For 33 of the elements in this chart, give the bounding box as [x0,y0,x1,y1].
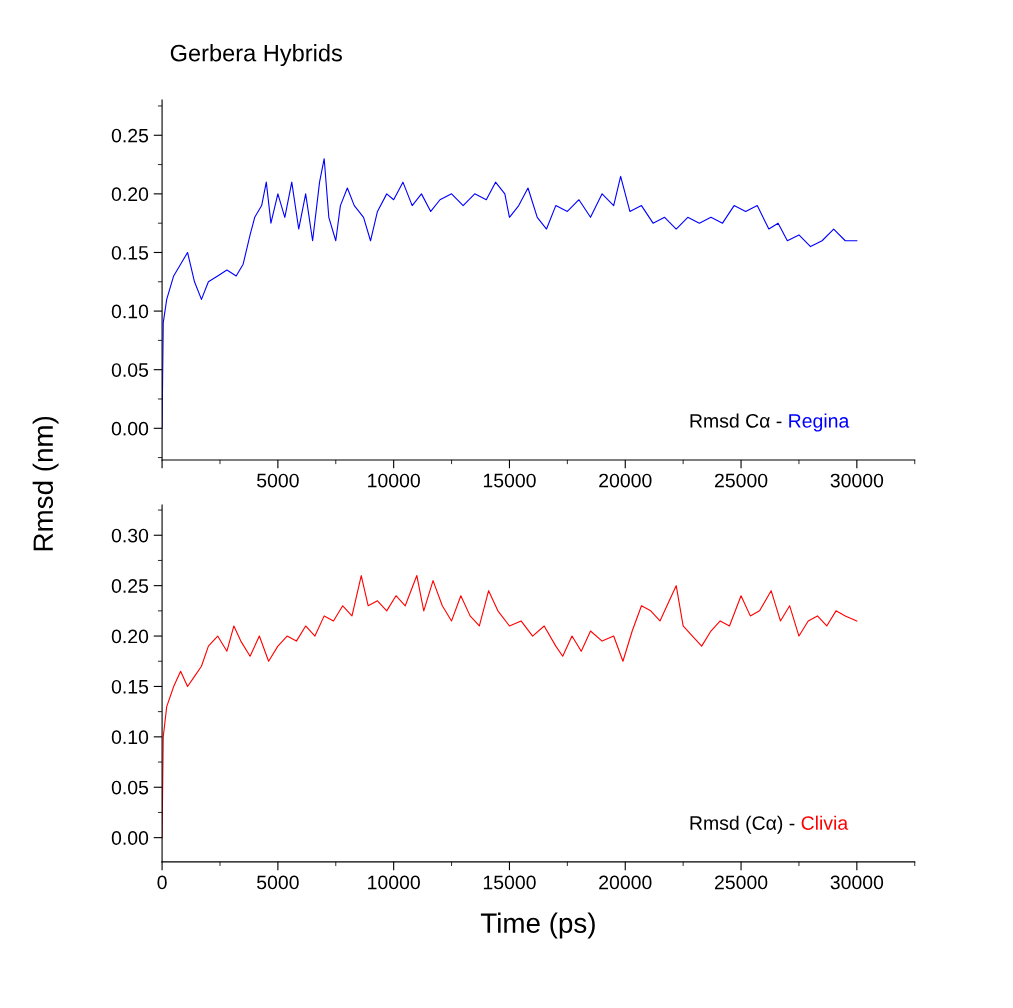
x-tick-label: 30000 [830,875,884,890]
y-tick-label: 0.30 [111,528,149,543]
x-tick-label: 0 [157,875,167,890]
y-tick-label: 0.00 [111,831,149,845]
y-tick-label: 0.20 [111,629,149,644]
y-tick-label: 0.25 [111,579,149,593]
chart-title: Gerbera Hybrids [170,44,342,67]
x-tick-label: 20000 [599,875,652,890]
y-tick-label: 0.10 [111,730,149,745]
y-tick-label: 0.15 [111,679,149,694]
y-tick-label: 0.00 [111,421,149,436]
x-tick-label: 20000 [599,473,652,488]
x-tick-label: 5000 [257,473,299,488]
x-tick-label: 15000 [483,875,536,890]
y-tick-label: 0.25 [111,128,149,143]
annotation: Rmsd Cα - [690,413,782,428]
y-tick-label: 0.15 [111,245,149,260]
annotation: Rmsd (Cα) - [690,815,795,834]
y-tick-label: 0.05 [111,780,149,795]
x-tick-label: 10000 [368,473,420,488]
y-tick-label: 0.05 [111,363,149,377]
text: Regina [789,413,850,432]
x-tick-label: 15000 [483,473,536,488]
text: Clivia [801,815,849,830]
x-tick-label: 30000 [830,473,884,488]
x-axis-title: Time (ps) [480,912,595,939]
y-axis-title: Rmsd (nm) [32,416,59,551]
x-tick-label: 10000 [368,875,420,890]
x-tick-label: 25000 [714,473,768,488]
y-tick-label: 0.10 [111,304,149,319]
x-tick-label: 5000 [257,875,299,890]
y-tick-label: 0.20 [111,187,149,202]
x-tick-label: 25000 [714,875,768,890]
